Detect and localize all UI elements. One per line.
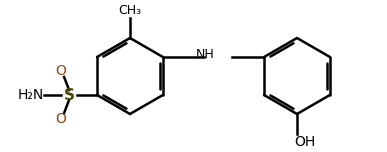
Text: OH: OH: [295, 135, 316, 149]
Text: H₂N: H₂N: [18, 88, 44, 102]
Text: O: O: [56, 64, 67, 78]
Text: NH: NH: [196, 48, 215, 62]
Text: S: S: [63, 88, 75, 102]
Text: O: O: [56, 112, 67, 126]
Text: CH₃: CH₃: [118, 3, 142, 17]
